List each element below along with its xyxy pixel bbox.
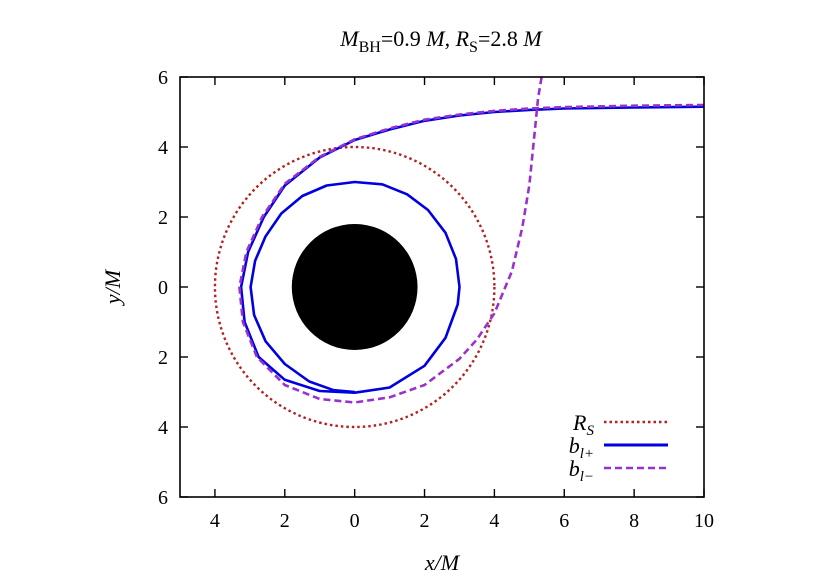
y-tick-label: 2 (158, 207, 168, 229)
x-axis: 4 2 0 2 4 6 8 10 (210, 77, 714, 532)
y-tick-label: 0 (158, 277, 168, 299)
x-axis-label: x/M (424, 550, 461, 575)
y-tick-label: 4 (158, 417, 168, 439)
x-tick-label: 4 (489, 510, 499, 532)
series-1-curve (213, 145, 496, 429)
x-tick-label: 4 (210, 510, 220, 532)
y-axis-label: y/M (100, 268, 125, 306)
y-tick-label: 6 (158, 67, 168, 89)
legend-label: RS (572, 410, 594, 439)
y-tick-label: 4 (158, 137, 168, 159)
y-tick-label: 2 (158, 347, 168, 369)
y-tick-label: 6 (158, 487, 168, 509)
black-hole-disk (291, 224, 418, 350)
x-tick-label: 2 (420, 510, 430, 532)
series-3-curve (238, 77, 704, 404)
plot-area (213, 77, 704, 429)
legend-label: bl− (569, 456, 594, 485)
y-axis: 6 4 2 0 2 4 6 (158, 67, 704, 509)
legend-label: bl+ (569, 433, 594, 462)
x-tick-label: 8 (629, 510, 639, 532)
x-tick-label: 6 (559, 510, 569, 532)
x-tick-label: 0 (350, 510, 360, 532)
plot-frame (179, 76, 705, 498)
x-tick-label: 2 (280, 510, 290, 532)
x-tick-label: 10 (694, 510, 714, 532)
chart-title: MBH=0.9 M, RS=2.8 M (339, 26, 543, 56)
